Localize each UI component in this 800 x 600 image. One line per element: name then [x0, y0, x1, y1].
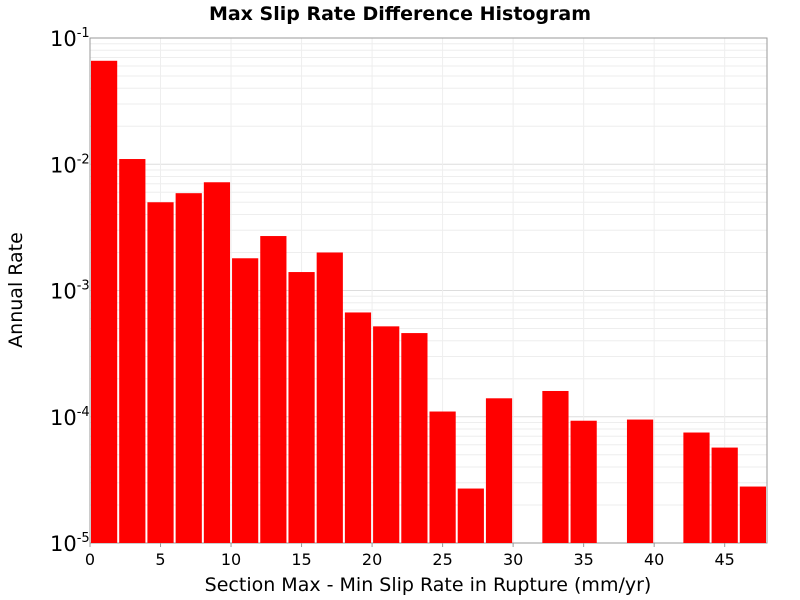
x-axis-label: Section Max - Min Slip Rate in Rupture (…	[205, 574, 652, 596]
chart-title: Max Slip Rate Difference Histogram	[209, 3, 591, 25]
bar	[373, 326, 400, 543]
plot-area-frame	[89, 37, 768, 544]
y-tick-label: 10-1	[50, 26, 90, 51]
bar	[683, 432, 710, 543]
bar	[344, 312, 372, 543]
x-tick-label: 0	[85, 550, 95, 569]
x-tick-label: 5	[155, 550, 165, 569]
bar	[260, 236, 287, 543]
bar	[570, 420, 597, 543]
bar	[91, 60, 118, 543]
bar	[147, 202, 174, 543]
y-tick-label: 10-5	[50, 531, 90, 556]
bars	[91, 60, 766, 543]
bar	[203, 182, 231, 543]
x-tick-label: 25	[432, 550, 452, 569]
x-tick-label: 20	[362, 550, 382, 569]
y-axis-ticks: 10-5 10-4 10-3 10-2 10-1	[50, 26, 90, 556]
bar	[232, 258, 259, 543]
bar	[316, 252, 343, 543]
bar	[401, 333, 428, 543]
bar	[626, 419, 654, 543]
bar	[485, 398, 513, 543]
bar	[542, 390, 569, 543]
y-tick-label: 10-3	[50, 279, 90, 304]
x-tick-label: 15	[291, 550, 311, 569]
x-axis-ticks: 0 5 10 15 20 25 30 35 40 45	[85, 543, 735, 569]
bar	[739, 486, 766, 543]
x-tick-label: 30	[503, 550, 523, 569]
x-tick-label: 10	[221, 550, 241, 569]
bar	[711, 447, 738, 543]
bar	[429, 411, 456, 543]
bar	[119, 159, 146, 543]
x-tick-label: 45	[715, 550, 735, 569]
x-tick-label: 40	[644, 550, 664, 569]
x-tick-label: 35	[573, 550, 593, 569]
bar	[457, 488, 484, 543]
y-axis-label: Annual Rate	[5, 232, 27, 348]
y-tick-label: 10-2	[50, 152, 90, 177]
bar	[175, 193, 202, 543]
bar	[288, 272, 315, 543]
y-tick-label: 10-4	[50, 405, 90, 430]
